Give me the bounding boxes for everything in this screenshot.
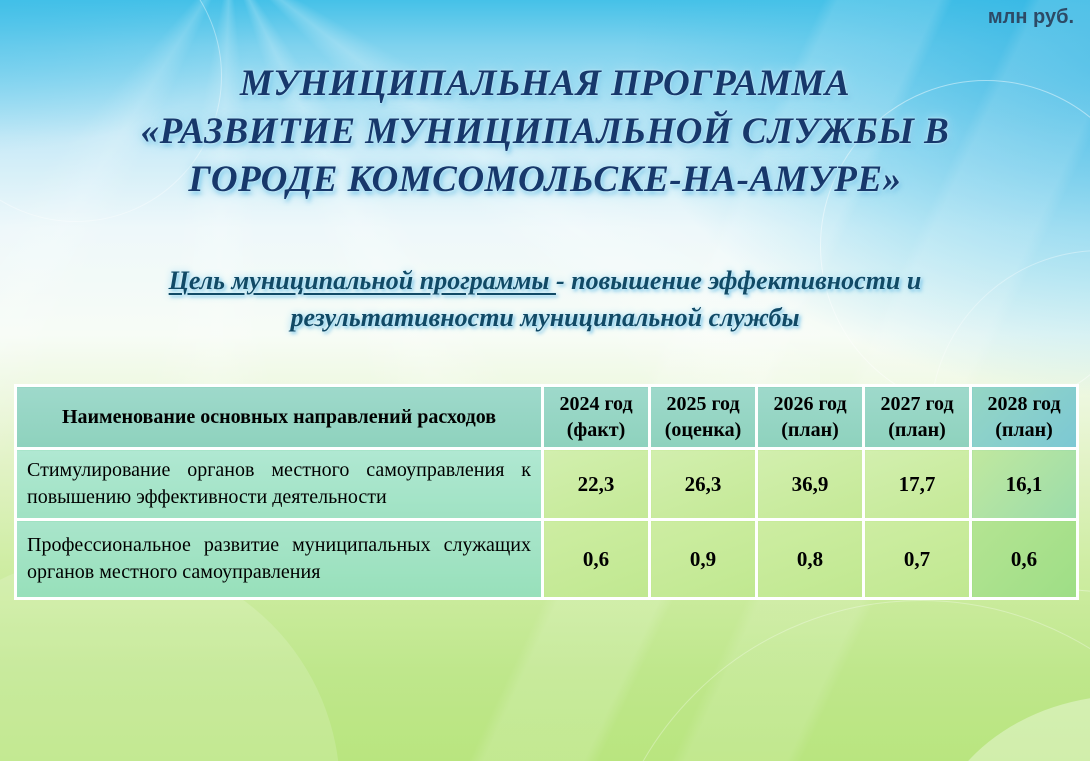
expenses-table: Наименование основных направлений расход… <box>14 384 1079 600</box>
value-cell: 17,7 <box>862 447 972 521</box>
value-cell: 0,6 <box>969 518 1079 600</box>
header-directions: Наименование основных направлений расход… <box>14 384 544 450</box>
goal-rest-text: - повышение эффективности и <box>555 266 922 295</box>
title-line-1: МУНИЦИПАЛЬНАЯ ПРОГРАММА <box>239 63 851 104</box>
value-cell: 26,3 <box>648 447 758 521</box>
table-header-row: Наименование основных направлений расход… <box>14 384 1079 450</box>
table-row: Стимулирование органов местного самоупра… <box>14 447 1079 521</box>
row-label-cell: Профессиональное развитие муниципальных … <box>14 518 544 600</box>
value-cell: 0,6 <box>541 518 651 600</box>
decorative-circle <box>600 600 1090 761</box>
unit-label: млн руб. <box>987 6 1074 28</box>
goal-underlined-text: Цель муниципальной программы <box>168 266 556 295</box>
value-cell: 0,7 <box>862 518 972 600</box>
header-2026-plan: 2026 год (план) <box>755 384 865 450</box>
header-2025-estimate: 2025 год (оценка) <box>648 384 758 450</box>
title-line-2: «РАЗВИТИЕ МУНИЦИПАЛЬНОЙ СЛУЖБЫ В <box>140 111 950 152</box>
title-line-3: ГОРОДЕ КОМСОМОЛЬСКЕ-НА-АМУРЕ» <box>188 159 902 200</box>
value-cell: 0,9 <box>648 518 758 600</box>
header-2027-plan: 2027 год (план) <box>862 384 972 450</box>
header-2024-fact: 2024 год (факт) <box>541 384 651 450</box>
value-cell: 22,3 <box>541 447 651 521</box>
value-cell: 16,1 <box>969 447 1079 521</box>
program-goal: Цель муниципальной программы - повышение… <box>0 262 1090 336</box>
header-2028-plan: 2028 год (план) <box>969 384 1079 450</box>
value-cell: 0,8 <box>755 518 865 600</box>
goal-line-2: результативности муниципальной службы <box>290 303 800 332</box>
slide-title: МУНИЦИПАЛЬНАЯ ПРОГРАММА «РАЗВИТИЕ МУНИЦИ… <box>0 60 1090 204</box>
row-label-cell: Стимулирование органов местного самоупра… <box>14 447 544 521</box>
table-row: Профессиональное развитие муниципальных … <box>14 518 1079 600</box>
value-cell: 36,9 <box>755 447 865 521</box>
decorative-circle <box>930 695 1090 761</box>
